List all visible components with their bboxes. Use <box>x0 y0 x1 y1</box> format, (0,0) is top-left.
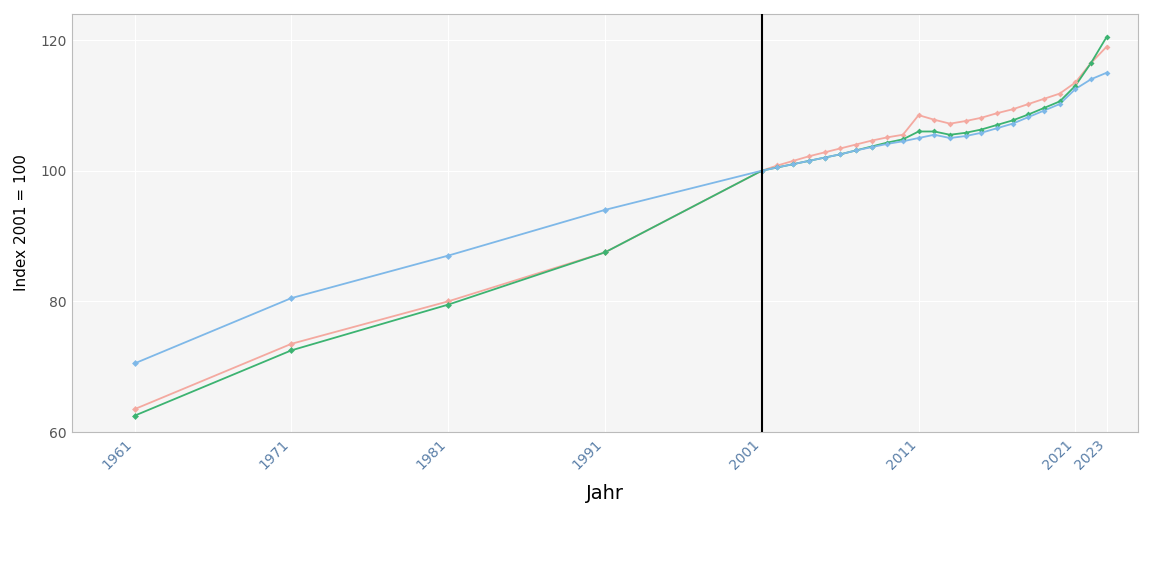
X-axis label: Jahr: Jahr <box>586 484 624 503</box>
Y-axis label: Index 2001 = 100: Index 2001 = 100 <box>14 154 29 291</box>
Legend: Bezirk IM, Imst und Umgebung, Tirol: Bezirk IM, Imst und Umgebung, Tirol <box>381 574 828 576</box>
